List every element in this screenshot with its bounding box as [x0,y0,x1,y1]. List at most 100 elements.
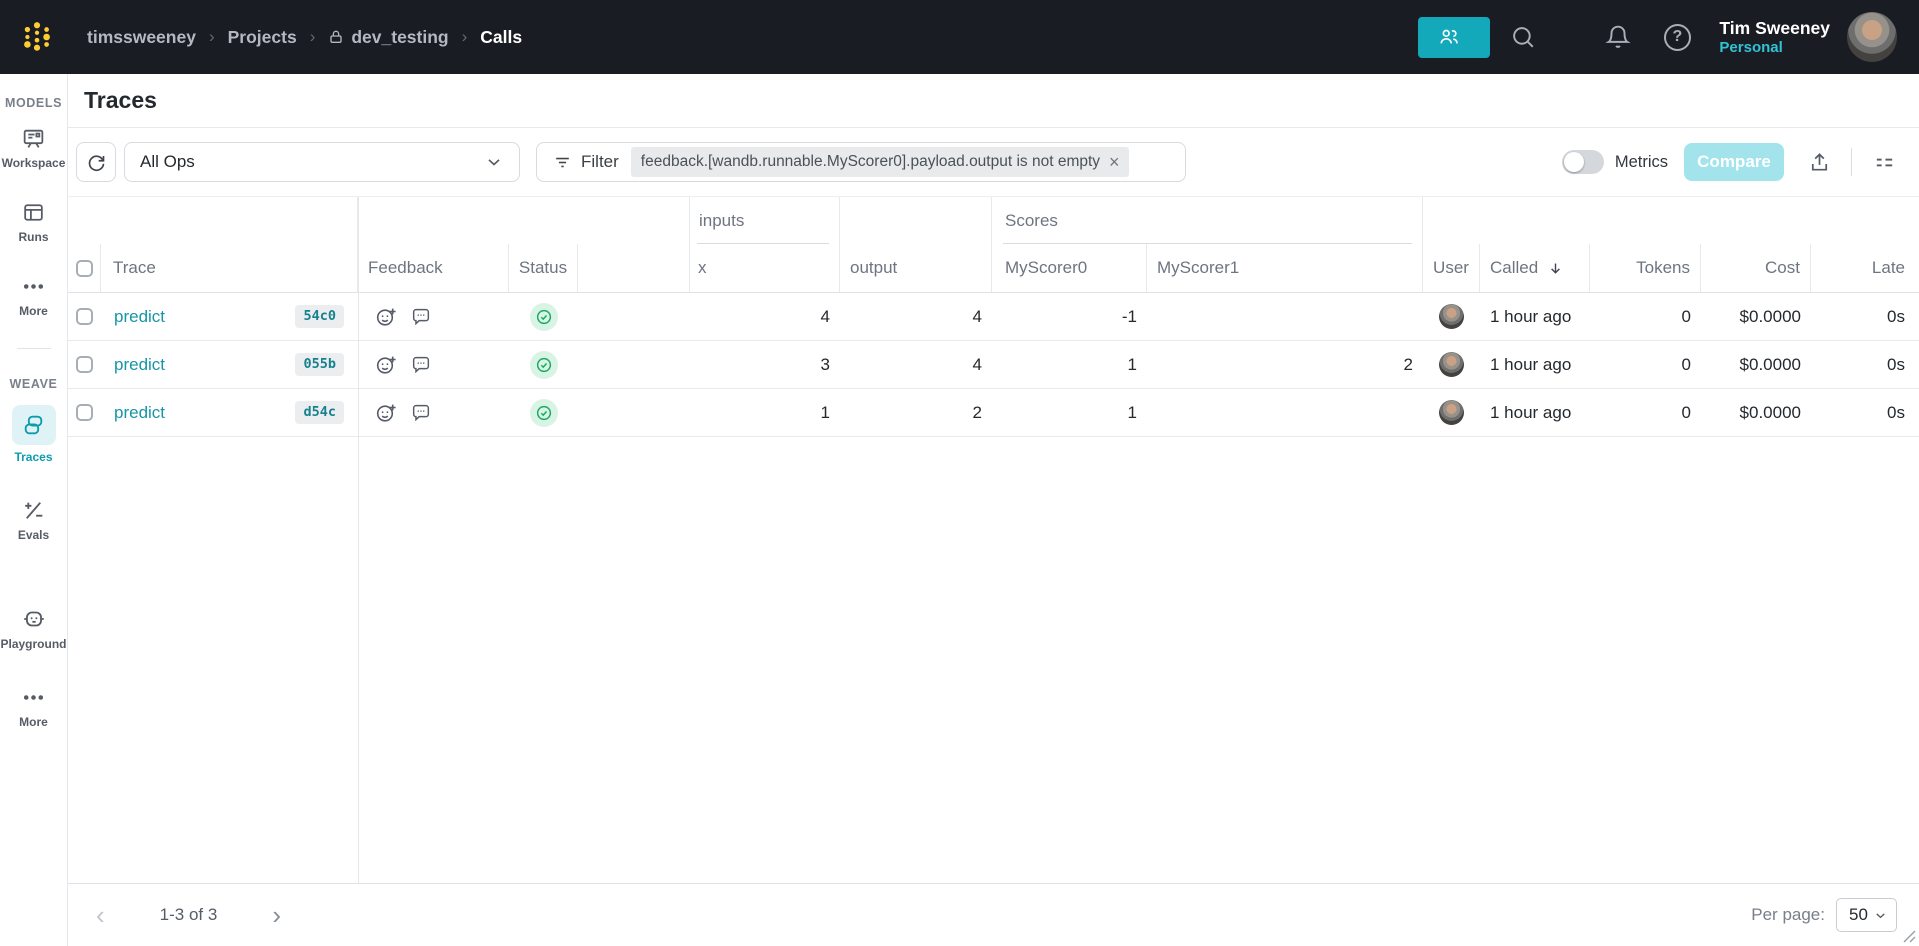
trace-cell: predict 54c0 [101,293,358,340]
search-icon [1513,27,1534,48]
account-type-label: Personal [1719,38,1783,56]
wandb-logo-icon[interactable] [23,21,51,53]
called-cell: 1 hour ago [1490,402,1572,422]
next-page-button[interactable]: › [268,902,285,928]
row-checkbox[interactable] [76,356,93,373]
table-row[interactable]: predict 055b [68,341,1919,389]
myscorer1-cell [1147,293,1423,340]
feedback-cell [358,389,509,436]
op-link[interactable]: predict [114,306,166,326]
breadcrumb: timssweeney › Projects › dev_testing › C… [87,27,522,48]
avatar[interactable] [1439,352,1464,377]
column-header-myscorer0[interactable]: MyScorer0 [992,244,1147,292]
group-underline [1003,243,1412,244]
breadcrumb-entity[interactable]: timssweeney [87,26,196,47]
column-header-trace[interactable]: Trace [101,244,358,292]
runs-icon [24,204,43,221]
comment-button[interactable] [408,400,434,426]
table-row[interactable]: predict 54c0 [68,293,1919,341]
input-x-cell: 3 [820,354,830,374]
column-header-called[interactable]: Called [1480,244,1590,292]
export-button[interactable] [1801,144,1837,180]
help-button[interactable]: ? [1657,17,1697,57]
select-all-checkbox[interactable] [75,259,93,277]
people-icon [1440,29,1459,44]
filter-icon [556,157,569,167]
column-header-inputs-x[interactable]: x [690,244,840,292]
column-header-user[interactable]: User [1423,244,1480,292]
row-checkbox[interactable] [76,308,93,325]
status-success-icon [529,302,558,331]
comment-button[interactable] [408,352,434,378]
column-header-latency[interactable]: Late [1871,258,1905,277]
previous-page-button[interactable]: ‹ [92,902,109,928]
sidebar-item-traces[interactable]: Traces [0,405,68,464]
status-cell [509,389,578,436]
sidebar-item-more-weave[interactable]: More [0,685,68,729]
left-sidebar: MODELS Workspace Runs More WEAVE [0,74,68,946]
breadcrumb-current-page: Calls [480,26,523,47]
search-button[interactable] [1503,17,1543,57]
column-header-feedback[interactable]: Feedback [358,244,509,292]
feedback-cell [358,293,509,340]
add-reaction-icon [376,308,396,326]
resize-grip-icon[interactable] [1903,930,1916,943]
input-x-cell: 1 [820,402,830,422]
row-checkbox[interactable] [76,404,93,421]
close-icon[interactable]: × [1109,152,1120,172]
column-header-status[interactable]: Status [509,244,578,292]
sidebar-item-playground[interactable]: Playground [0,606,68,651]
table-group-header-row: inputs Scores [68,197,1919,244]
user-menu[interactable]: Tim Sweeney Personal [1719,18,1830,57]
active-tile [11,405,56,445]
toggle-knob [1563,152,1584,172]
group-cell [68,197,358,244]
call-id-chip: 54c0 [295,305,344,328]
toolbar: All Ops Filter feedback.[wandb.runnable.… [68,128,1919,196]
select-all-cell [68,244,101,292]
breadcrumb-projects[interactable]: Projects [227,26,297,47]
tokens-cell: 0 [1681,306,1691,326]
row-select-cell [68,341,101,388]
avatar[interactable] [1847,12,1897,62]
cost-cell: $0.0000 [1739,306,1801,326]
sidebar-item-workspace[interactable]: Workspace [0,126,68,170]
page-header: Traces [68,74,1919,128]
trace-cell: predict d54c [101,389,358,436]
op-link[interactable]: predict [114,354,166,374]
column-header-output[interactable]: output [840,244,992,292]
calls-table: inputs Scores Trace Feedback Status x ou… [68,196,1919,883]
metrics-toggle[interactable] [1561,150,1604,174]
myscorer0-cell: 1 [1127,402,1137,422]
column-header-myscorer1[interactable]: MyScorer1 [1147,244,1423,292]
add-reaction-button[interactable] [373,400,399,426]
column-header-tokens[interactable]: Tokens [1590,244,1701,292]
table-row[interactable]: predict d54c [68,389,1919,437]
sidebar-item-more-models[interactable]: More [0,274,68,318]
latency-cell: 0s [1887,306,1905,326]
group-cell [1423,197,1919,244]
compare-button[interactable]: Compare [1684,143,1784,181]
filter-chip[interactable]: feedback.[wandb.runnable.MyScorer0].payl… [630,147,1129,177]
sidebar-item-runs[interactable]: Runs [0,200,68,244]
avatar[interactable] [1439,304,1464,329]
filter-chip-text: feedback.[wandb.runnable.MyScorer0].payl… [640,153,1101,170]
refresh-button[interactable] [76,142,116,182]
column-header-cost[interactable]: Cost [1701,244,1811,292]
invite-teammates-button[interactable] [1418,16,1491,58]
breadcrumb-project[interactable]: dev_testing [351,26,449,47]
filter-bar[interactable]: Filter feedback.[wandb.runnable.MyScorer… [536,142,1186,182]
add-reaction-button[interactable] [373,304,399,330]
op-link[interactable]: predict [114,402,166,422]
per-page-select[interactable]: 50 [1836,898,1897,932]
column-settings-button[interactable] [1866,144,1902,180]
comment-button[interactable] [408,304,434,330]
notifications-button[interactable] [1598,17,1638,57]
add-reaction-button[interactable] [373,352,399,378]
avatar[interactable] [1439,400,1464,425]
sidebar-item-evals[interactable]: Evals [0,498,68,542]
ops-filter-select[interactable]: All Ops [124,142,520,182]
breadcrumb-separator: › [208,27,215,46]
group-label: Scores [1005,210,1058,230]
column-header-label: Called [1490,258,1539,277]
